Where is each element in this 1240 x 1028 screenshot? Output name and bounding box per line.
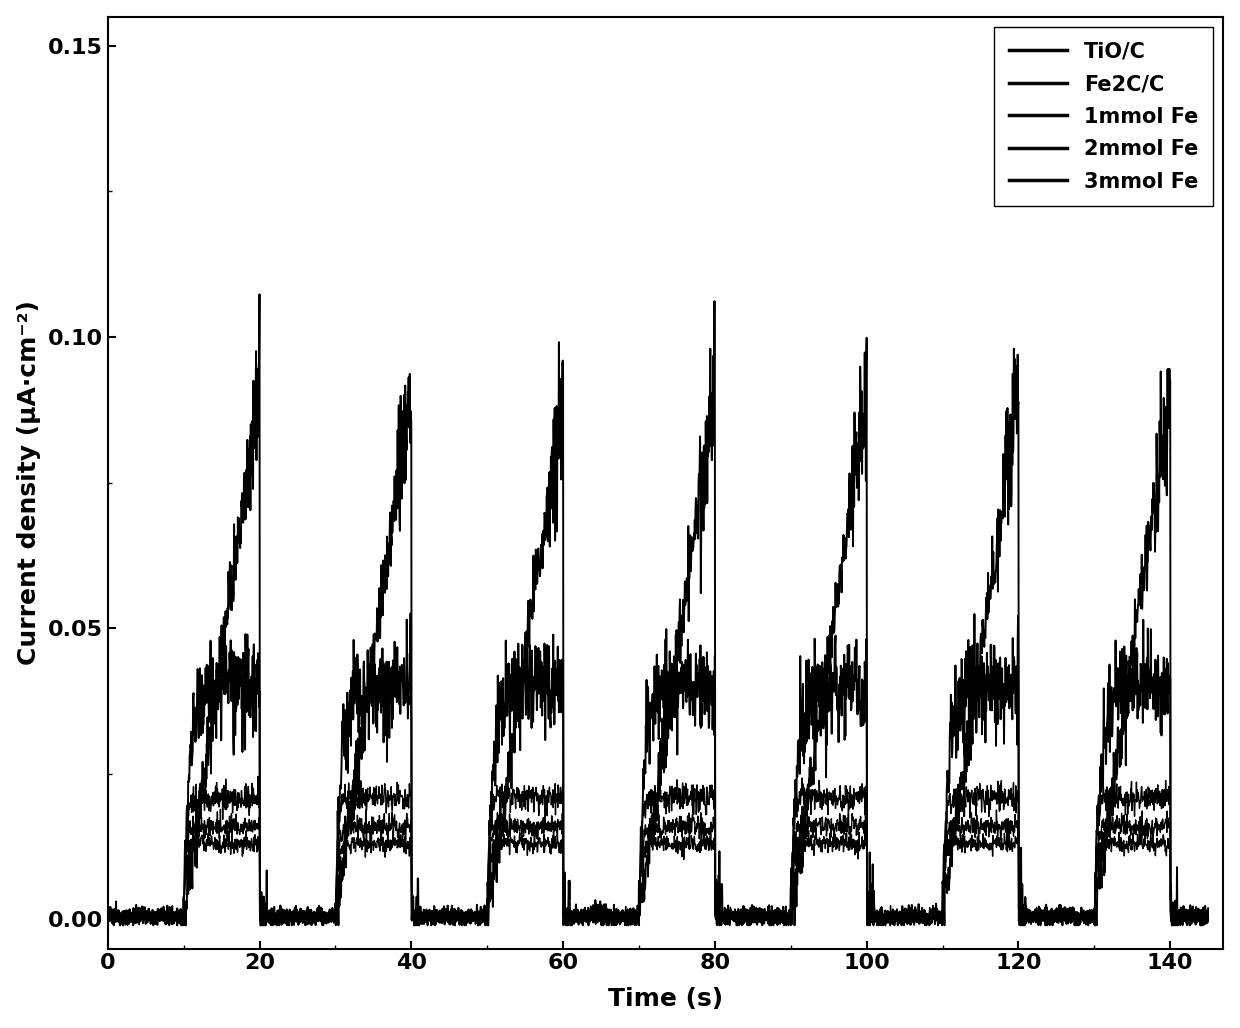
- Y-axis label: Current density (μA·cm⁻²): Current density (μA·cm⁻²): [16, 300, 41, 665]
- Legend: TiO/C, Fe2C/C, 1mmol Fe, 2mmol Fe, 3mmol Fe: TiO/C, Fe2C/C, 1mmol Fe, 2mmol Fe, 3mmol…: [994, 27, 1213, 207]
- X-axis label: Time (s): Time (s): [608, 987, 723, 1012]
